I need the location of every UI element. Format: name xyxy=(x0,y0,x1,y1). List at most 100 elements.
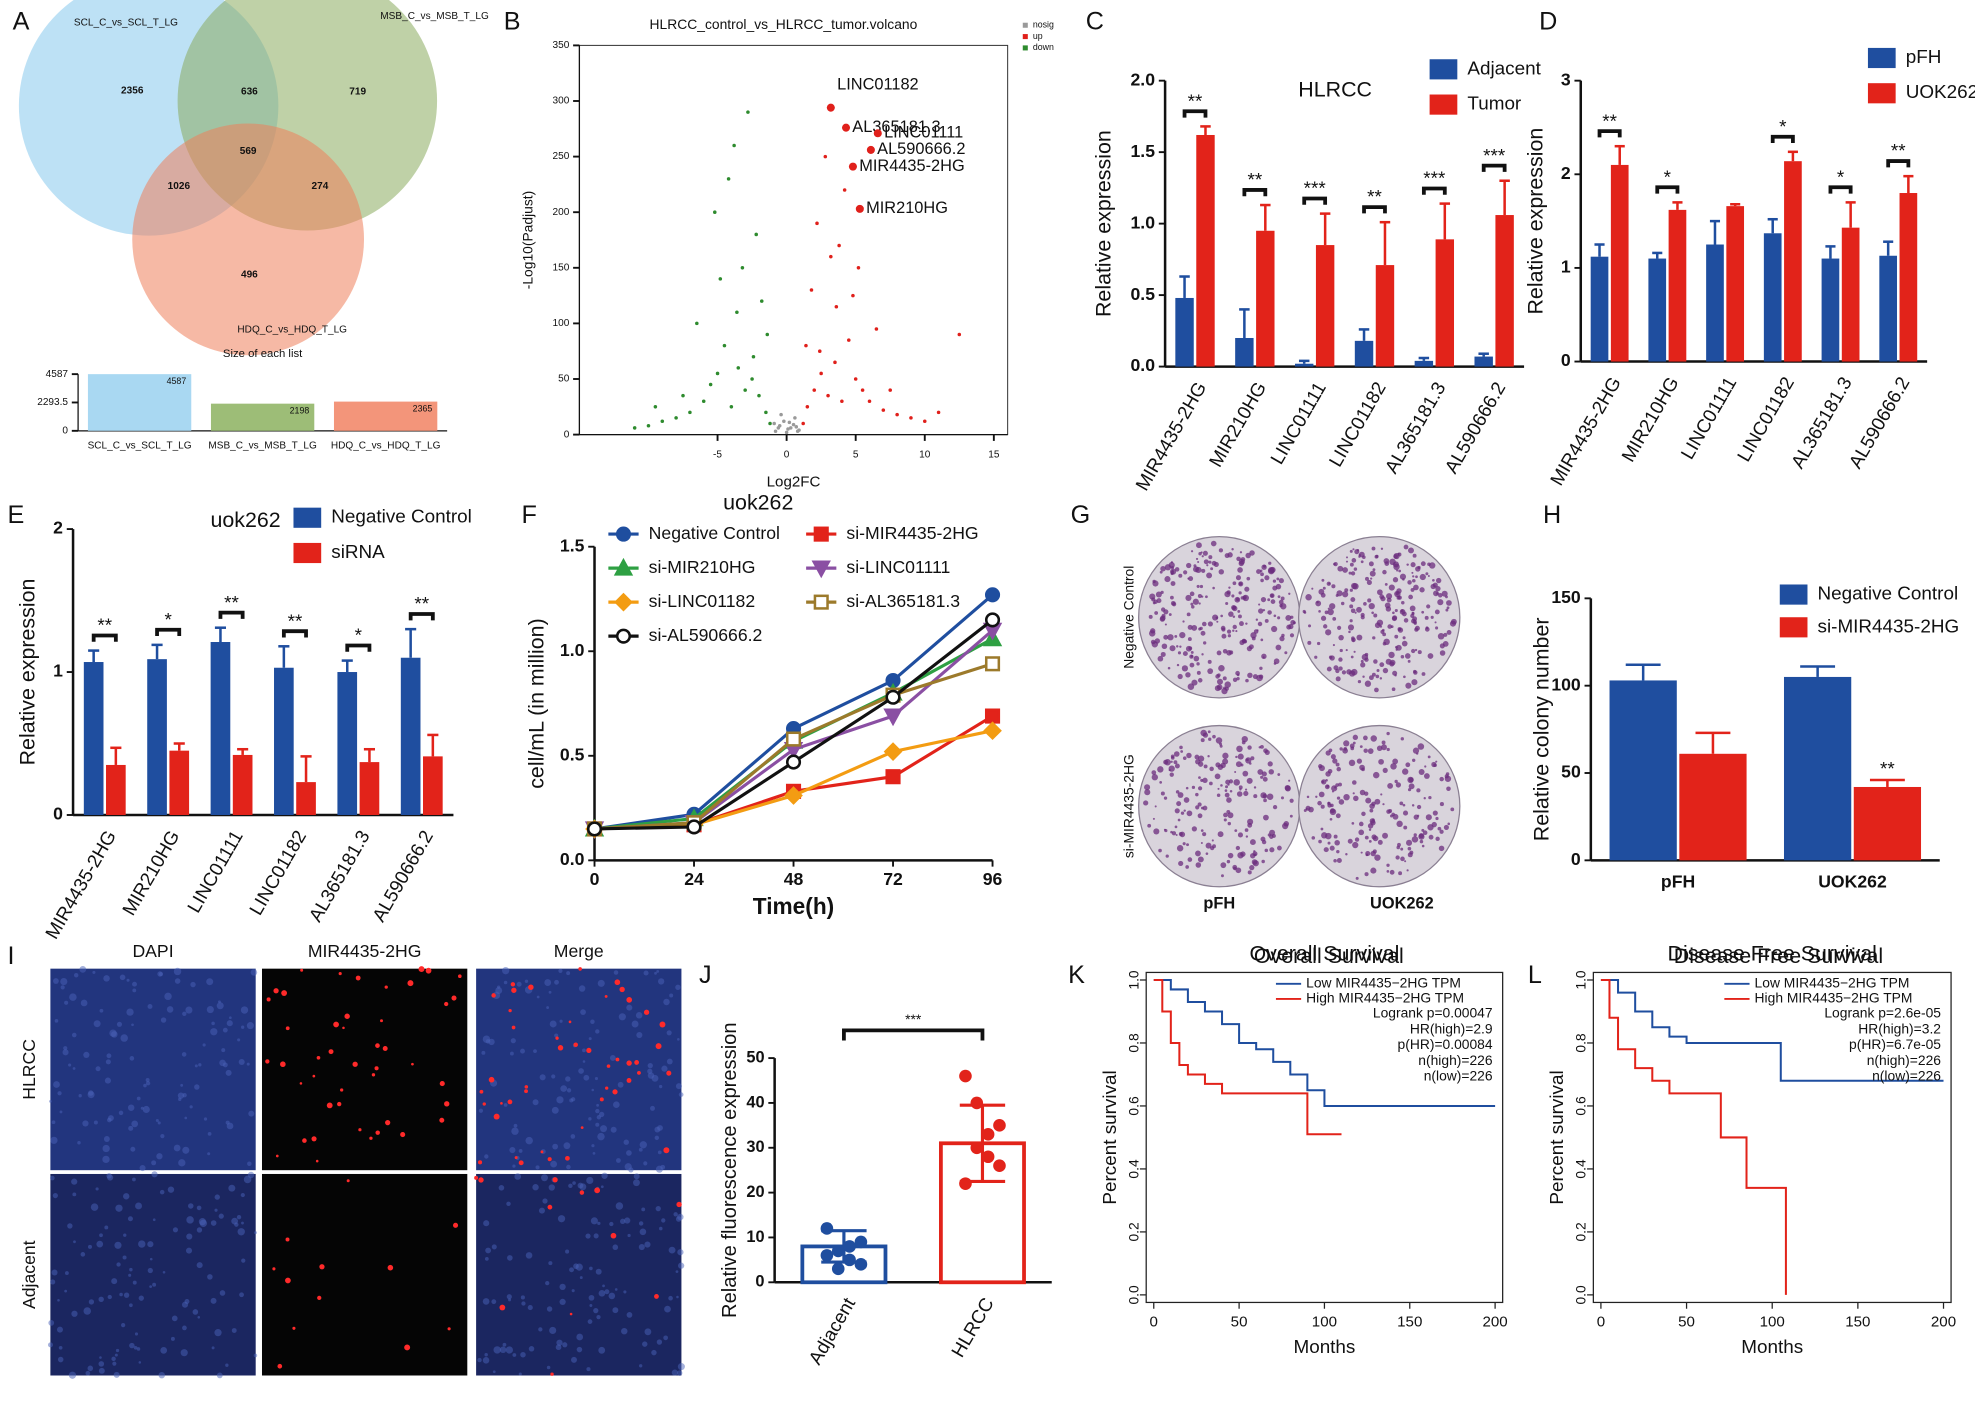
colony xyxy=(1206,564,1209,567)
colony xyxy=(1225,601,1229,606)
x-tick-label: MIR4435-2HG xyxy=(1132,379,1211,495)
signal xyxy=(280,1061,286,1068)
nucleus xyxy=(588,1117,592,1121)
colony xyxy=(1235,670,1240,676)
nucleus xyxy=(573,1263,579,1270)
colony xyxy=(1152,601,1156,605)
colony xyxy=(1218,664,1225,672)
colony xyxy=(1350,597,1356,603)
nucleus xyxy=(243,1175,252,1184)
highlight-label: MIR210HG xyxy=(866,199,948,217)
value-label: 2365 xyxy=(413,403,433,413)
x-tick-label: AL590666.2 xyxy=(1441,379,1510,478)
point xyxy=(831,1262,845,1276)
significance-bracket xyxy=(1828,185,1853,194)
colony xyxy=(1432,578,1435,582)
colony xyxy=(1225,785,1229,789)
column-label: MIR4435-2HG xyxy=(308,941,422,961)
colony xyxy=(1257,769,1264,775)
x-tick-label: LINC01182 xyxy=(1734,374,1799,466)
nucleus xyxy=(600,1185,604,1189)
x-tick-label: Adjacent xyxy=(805,1294,860,1369)
nucleus xyxy=(143,1083,147,1088)
colony xyxy=(1207,730,1211,734)
signal xyxy=(425,967,432,974)
colony xyxy=(1329,845,1335,851)
colony xyxy=(1416,804,1422,810)
legend-label: si-LINC01182 xyxy=(649,591,755,611)
colony xyxy=(1403,825,1408,830)
point xyxy=(726,177,731,181)
nucleus xyxy=(651,1349,657,1356)
nucleus xyxy=(182,1011,187,1016)
point xyxy=(843,1240,856,1253)
venn-count: 719 xyxy=(349,87,366,98)
signal xyxy=(302,1138,307,1143)
colony xyxy=(1281,633,1285,638)
colony xyxy=(1396,569,1399,572)
colony xyxy=(1424,627,1430,632)
nucleus xyxy=(122,1255,127,1260)
point xyxy=(826,393,830,398)
plate xyxy=(1297,535,1461,699)
colony xyxy=(1327,608,1334,616)
colony xyxy=(1185,865,1189,869)
colony xyxy=(1397,552,1400,555)
colony xyxy=(1402,803,1406,807)
significance-bracket xyxy=(345,643,372,652)
nucleus xyxy=(147,1004,153,1009)
point xyxy=(773,429,778,434)
colony xyxy=(1264,575,1270,581)
nucleus xyxy=(499,1346,507,1354)
colony xyxy=(1419,839,1424,844)
colony xyxy=(1174,825,1178,829)
signal xyxy=(382,1046,388,1052)
colony xyxy=(1446,630,1452,635)
colony xyxy=(1189,591,1195,597)
colony xyxy=(1450,618,1457,625)
legend-label: UOK262 xyxy=(1906,82,1975,103)
colony xyxy=(1210,567,1214,571)
y-tick-label: 1.0 xyxy=(1573,970,1589,990)
stat-label: HR(high)=2.9 xyxy=(1410,1020,1493,1036)
nucleus xyxy=(666,1030,672,1036)
nucleus xyxy=(138,1295,144,1301)
x-tick-label: HLRCC xyxy=(948,1294,999,1361)
colony xyxy=(1386,870,1390,873)
colony xyxy=(1202,777,1208,784)
signal xyxy=(358,1128,362,1132)
bar xyxy=(1784,161,1802,362)
colony xyxy=(1391,616,1397,622)
colony xyxy=(1407,852,1413,858)
colony xyxy=(1363,735,1368,741)
point xyxy=(804,343,808,348)
nucleus xyxy=(478,1108,484,1113)
nucleus xyxy=(590,1217,598,1225)
colony xyxy=(1273,614,1277,618)
colony xyxy=(1212,734,1216,739)
nucleus xyxy=(495,987,503,995)
colony xyxy=(1195,862,1202,868)
colony xyxy=(1231,594,1235,598)
legend-swatch xyxy=(1779,617,1808,638)
colony xyxy=(1147,823,1152,828)
colony xyxy=(1345,853,1348,856)
colony xyxy=(1359,764,1365,771)
signal xyxy=(355,975,361,981)
nucleus xyxy=(669,993,674,998)
nucleus xyxy=(64,1271,69,1275)
x-tick-label: LINC01111 xyxy=(1677,374,1741,464)
colony xyxy=(1327,801,1330,804)
colony xyxy=(1336,766,1341,772)
nucleus xyxy=(160,1017,167,1023)
colony xyxy=(1361,653,1369,661)
colony xyxy=(1236,677,1240,681)
nucleus xyxy=(571,1356,577,1363)
signal xyxy=(281,990,288,996)
colony xyxy=(1237,567,1243,573)
nucleus xyxy=(69,993,77,1001)
colony xyxy=(1151,770,1157,775)
colony xyxy=(1229,789,1233,793)
stat-label: n(low)=226 xyxy=(1872,1068,1941,1084)
point xyxy=(688,410,692,415)
